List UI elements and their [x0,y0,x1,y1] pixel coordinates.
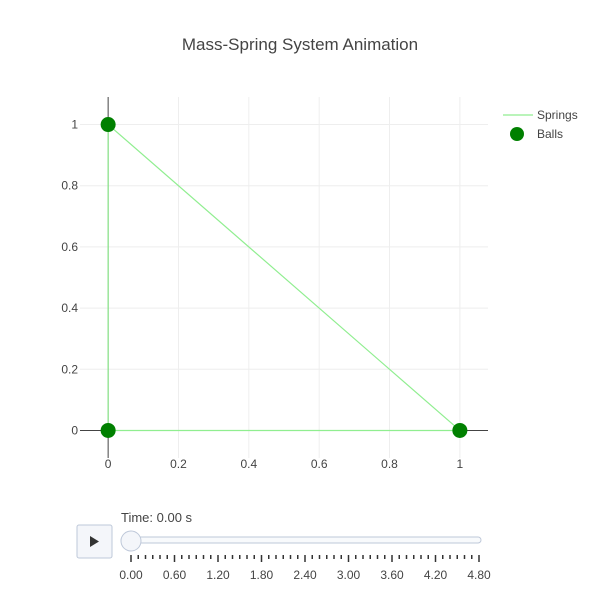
spring-line [107,124,461,431]
slider-current-value: Time: 0.00 s [121,510,193,525]
slider-tick-label[interactable]: 4.80 [467,568,491,582]
legend-balls-swatch [510,127,524,141]
chart-title: Mass-Spring System Animation [182,35,418,54]
slider-rail[interactable] [120,536,482,544]
x-tick-label: 1 [457,457,464,471]
slider-tick-label[interactable]: 0.60 [163,568,187,582]
play-icon [90,536,99,547]
slider-tick-label[interactable]: 4.20 [424,568,448,582]
x-tick-label: 0.8 [381,457,398,471]
x-tick-label: 0.2 [170,457,187,471]
slider-tick-label[interactable]: 1.80 [250,568,274,582]
slider-ticks: 0.00 0.60 1.20 1.80 2.40 3.00 3.60 4.20 4.80 [119,555,491,582]
y-tick-label: 0.8 [61,179,78,193]
y-tick-label: 1 [71,118,78,132]
animation-controls: Time: 0.00 s 0.00 0.60 1.20 1.80 2.40 3.00 3.6… [76,510,491,582]
play-button[interactable] [76,524,113,559]
y-tick-label: 0 [71,423,78,437]
slider-tick-label[interactable]: 3.60 [380,568,404,582]
legend[interactable]: Springs Balls [503,108,578,141]
legend-balls-label[interactable]: Balls [537,127,563,141]
y-tick-label: 0.4 [61,301,78,315]
y-tick-label: 0.6 [61,240,78,254]
x-tick-label: 0 [105,457,112,471]
y-tick-label: 0.2 [61,362,78,376]
slider-tick-label[interactable]: 0.00 [119,568,143,582]
slider-tick-label[interactable]: 2.40 [293,568,317,582]
ball-marker [100,117,116,133]
plot-area: 0 0.2 0.4 0.6 0.8 1 0 0.2 0.4 0.6 0.8 1 [61,97,488,471]
slider-tick-label[interactable]: 1.20 [206,568,230,582]
x-tick-label: 0.4 [240,457,257,471]
ball-marker [100,422,116,438]
legend-springs-label[interactable]: Springs [537,108,578,122]
x-tick-label: 0.6 [311,457,328,471]
slider-handle[interactable] [120,530,142,552]
ball-marker [452,422,468,438]
slider-tick-label[interactable]: 3.00 [337,568,361,582]
